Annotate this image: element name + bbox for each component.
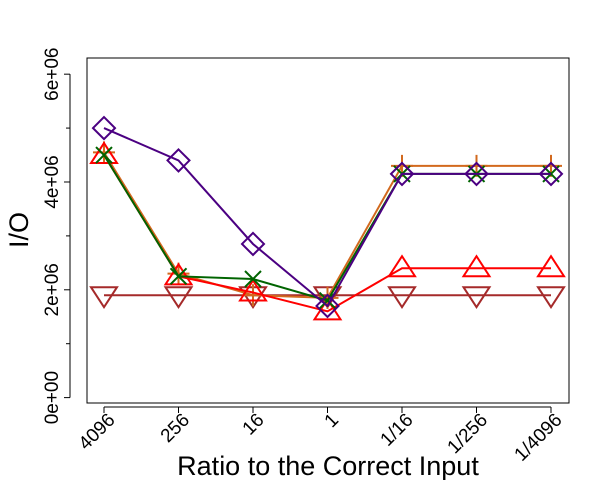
plus-marker xyxy=(167,262,190,285)
triangle-up-marker xyxy=(387,254,417,278)
triangle-down-marker xyxy=(536,286,566,310)
series xyxy=(93,141,562,309)
y-tick-label: 4e+06 xyxy=(42,155,63,208)
cross-marker xyxy=(244,270,262,288)
triangle-down-marker xyxy=(89,286,119,310)
y-tick-label: 6e+06 xyxy=(42,47,63,100)
x-axis-label: Ratio to the Correct Input xyxy=(177,451,479,480)
x-tick-label: 16 xyxy=(239,410,269,440)
diamond-marker xyxy=(538,161,564,187)
x-tick-label: 1/16 xyxy=(377,410,418,451)
diamond-marker xyxy=(389,161,415,187)
diamond-marker xyxy=(240,231,266,257)
y-tick-label: 2e+06 xyxy=(42,263,63,316)
triangle-up-marker xyxy=(536,254,566,278)
diamond-marker xyxy=(91,115,117,141)
y-axis: 0e+00 2e+06 4e+06 6e+06 xyxy=(42,47,71,424)
diamond-marker xyxy=(315,293,340,319)
triangle-up-marker xyxy=(163,262,194,286)
triangle-down-marker xyxy=(461,286,492,310)
plus-marker xyxy=(93,141,115,164)
triangle-down-marker xyxy=(163,286,194,310)
diamond-marker xyxy=(166,148,191,173)
y-axis-label: I/O xyxy=(4,212,34,248)
triangle-down-marker xyxy=(387,286,417,310)
series-line xyxy=(103,127,551,308)
triangle-up-marker xyxy=(238,278,268,302)
x-tick-label: 256 xyxy=(157,410,194,447)
cross-marker xyxy=(169,267,188,286)
cross-marker xyxy=(95,146,113,164)
y-tick-label: 0e+00 xyxy=(42,371,63,424)
plot-frame xyxy=(86,57,570,404)
x-tick-label: 1/4096 xyxy=(511,410,567,466)
triangle-up-marker xyxy=(461,254,492,278)
x-tick-label: 1 xyxy=(321,410,343,432)
x-tick-label: 4096 xyxy=(75,410,120,455)
diamond-marker xyxy=(464,161,489,187)
series xyxy=(91,115,564,319)
series-layer xyxy=(89,115,566,321)
triangle-up-marker xyxy=(89,141,119,165)
